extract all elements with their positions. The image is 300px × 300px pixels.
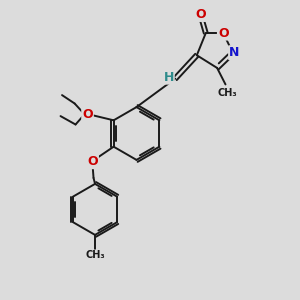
Text: O: O [195, 8, 206, 21]
Text: CH₃: CH₃ [85, 250, 105, 260]
Text: CH₃: CH₃ [217, 88, 237, 98]
Text: O: O [87, 155, 98, 168]
Text: O: O [82, 108, 93, 122]
Text: N: N [229, 46, 239, 59]
Text: O: O [218, 27, 229, 40]
Text: H: H [164, 70, 174, 84]
